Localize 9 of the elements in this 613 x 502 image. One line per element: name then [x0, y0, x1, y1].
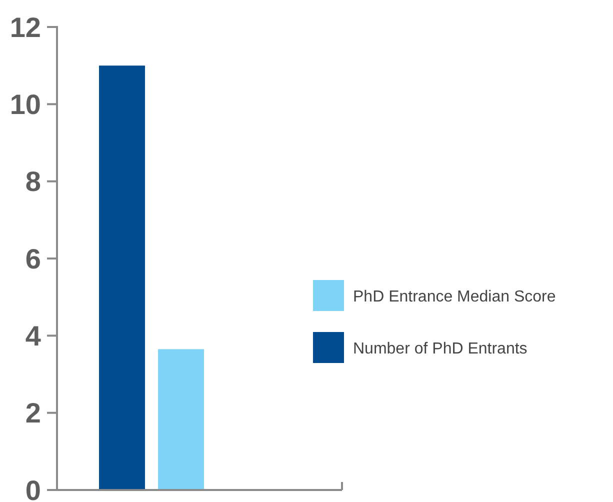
y-tick-label: 8	[25, 166, 41, 198]
y-tick-label: 2	[25, 398, 41, 429]
y-tick-label: 12	[10, 12, 41, 43]
y-tick-label: 10	[10, 88, 41, 120]
y-tick-label: 0	[25, 474, 41, 502]
legend-label: PhD Entrance Median Score	[353, 288, 556, 306]
y-tick-label: 4	[25, 320, 42, 352]
legend-label: Number of PhD Entrants	[353, 340, 528, 358]
y-tick-label: 6	[25, 243, 41, 274]
